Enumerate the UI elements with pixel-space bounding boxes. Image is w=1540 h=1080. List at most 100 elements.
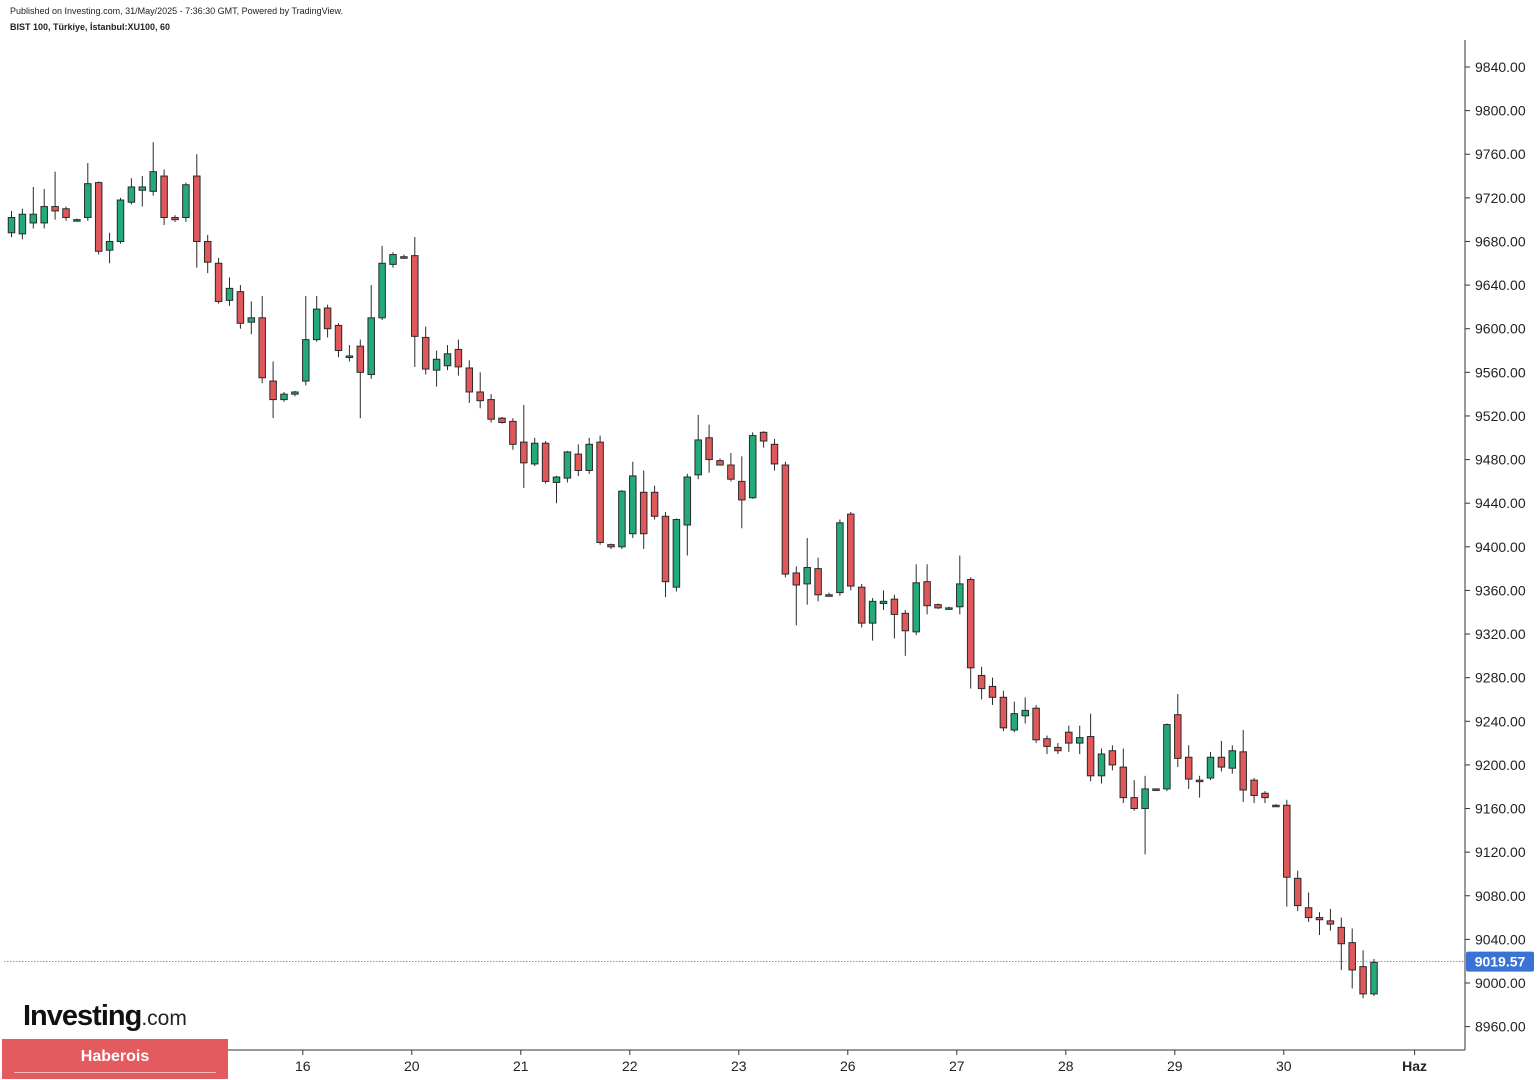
candle-body: [1054, 746, 1062, 752]
candle-body: [868, 600, 877, 624]
candle: [912, 564, 920, 636]
x-axis: 141516202122232627282930Haz: [77, 1050, 1427, 1074]
candle: [585, 437, 593, 474]
candle: [1326, 908, 1335, 931]
candle-body: [1337, 926, 1346, 945]
candle: [956, 555, 964, 615]
candle: [203, 234, 212, 274]
candle: [312, 296, 321, 342]
candle: [868, 598, 877, 641]
candle-body: [258, 317, 266, 379]
candle: [836, 519, 844, 596]
x-tick-label: 20: [404, 1058, 420, 1074]
badge-underline: [14, 1072, 216, 1073]
candle: [1261, 791, 1269, 804]
candle-body: [302, 339, 310, 382]
candle-body: [574, 453, 583, 471]
candle-body: [116, 199, 125, 242]
candle: [432, 350, 441, 387]
candle: [269, 361, 277, 419]
candle-body: [421, 336, 430, 370]
candle-body: [1097, 753, 1106, 777]
candle: [803, 538, 811, 605]
candle: [116, 197, 125, 244]
x-tick-label: 29: [1167, 1058, 1183, 1074]
candle: [748, 432, 757, 499]
candle-body: [214, 262, 223, 302]
candle: [214, 257, 223, 304]
candle-body: [945, 607, 953, 610]
candle: [1097, 748, 1106, 784]
y-tick-label: 9760.00: [1475, 146, 1526, 162]
candle-body: [1283, 804, 1291, 878]
candle-body: [879, 600, 888, 605]
candle: [661, 511, 670, 597]
candle-body: [1239, 751, 1247, 791]
candle: [520, 405, 528, 488]
candle: [1065, 725, 1073, 752]
candle-body: [530, 442, 539, 465]
candle-body: [1086, 736, 1095, 777]
y-tick-label: 9080.00: [1475, 888, 1526, 904]
candle-body: [1359, 966, 1367, 995]
candle: [847, 511, 855, 591]
candle-body: [498, 417, 506, 423]
candle: [541, 441, 550, 484]
x-tick-label: 27: [949, 1058, 965, 1074]
candle: [1130, 780, 1138, 811]
y-tick-label: 9720.00: [1475, 190, 1526, 206]
candle-body: [1228, 750, 1237, 769]
x-tick-label: 30: [1276, 1058, 1292, 1074]
candle: [1370, 959, 1378, 997]
candle: [530, 437, 539, 467]
candle-body: [629, 475, 637, 535]
candle: [1304, 892, 1313, 922]
candle-body: [1032, 707, 1040, 741]
logo-suffix: .com: [141, 1007, 187, 1030]
candle-body: [1021, 709, 1029, 717]
candle: [618, 490, 626, 549]
badge-label: Haberois: [80, 1048, 150, 1065]
candle: [738, 456, 746, 529]
y-tick-label: 9400.00: [1475, 539, 1526, 555]
candle: [1043, 735, 1051, 754]
candle: [1315, 912, 1324, 936]
candle: [1119, 748, 1128, 804]
candle: [934, 603, 942, 609]
candle: [476, 372, 484, 409]
candle: [759, 431, 768, 448]
candle: [94, 181, 103, 255]
candle-body: [1174, 714, 1182, 759]
candle-body: [1370, 961, 1378, 995]
candle-body: [1326, 920, 1335, 925]
candle-body: [509, 420, 517, 445]
candle: [193, 154, 201, 268]
candle: [149, 142, 157, 196]
candle: [1086, 713, 1095, 782]
candle-body: [193, 175, 201, 242]
candle: [138, 176, 147, 207]
candle: [1195, 775, 1204, 798]
candle: [247, 301, 256, 335]
candle: [1283, 799, 1291, 907]
candle: [563, 450, 572, 483]
candle-body: [1119, 766, 1128, 799]
candle-body: [661, 515, 670, 583]
candle-body: [160, 175, 168, 218]
candle: [1021, 697, 1029, 724]
y-tick-label: 9200.00: [1475, 757, 1526, 773]
candle: [225, 277, 234, 306]
candle-body: [432, 358, 441, 371]
candle: [966, 577, 975, 689]
candle: [280, 391, 288, 402]
candle: [465, 360, 474, 403]
candle: [1032, 704, 1040, 744]
candle-body: [803, 567, 811, 585]
candle-body: [476, 391, 484, 402]
candle: [1206, 751, 1215, 781]
candle: [672, 518, 681, 592]
candle: [705, 424, 713, 473]
candle-body: [29, 213, 38, 224]
candle-body: [890, 598, 899, 615]
